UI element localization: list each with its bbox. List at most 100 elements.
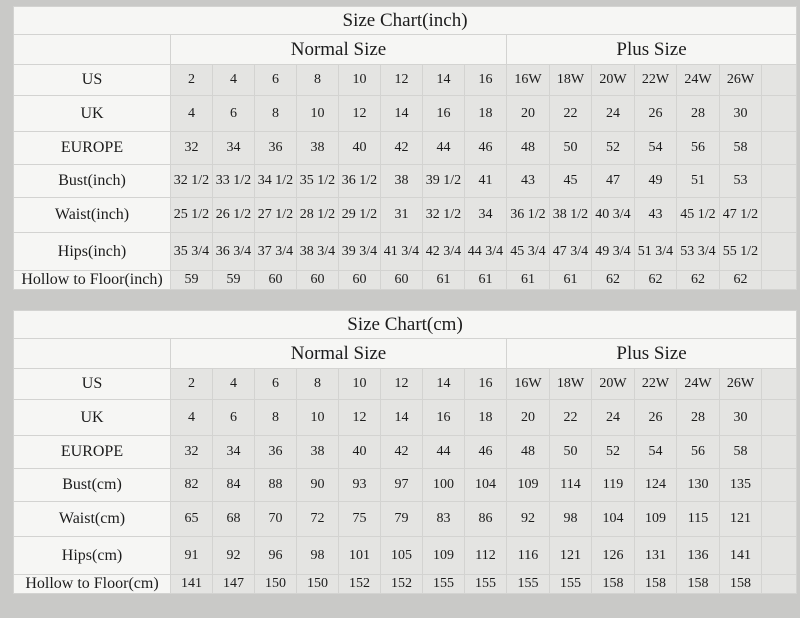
table-row: Waist(cm) 65 68 70 72 75 79 83 86 92 98 104 109 115 12… xyxy=(13,501,798,537)
size-cell: 48 xyxy=(506,131,550,165)
size-cell: 10 xyxy=(296,399,339,436)
size-cell: 36 xyxy=(254,435,297,469)
size-cell: 56 xyxy=(676,435,720,469)
size-cell: 8 xyxy=(254,399,297,436)
size-cell: 44 3/4 xyxy=(464,232,507,271)
size-cell: 93 xyxy=(338,468,381,502)
size-cell: 98 xyxy=(549,501,592,537)
size-cell: 70 xyxy=(254,501,297,537)
empty-cell xyxy=(760,64,798,96)
size-cell: 96 xyxy=(254,536,297,575)
size-cell: 34 xyxy=(212,435,255,469)
size-cell: 50 xyxy=(549,435,592,469)
size-cell: 29 1/2 xyxy=(338,197,381,233)
size-cell: 41 xyxy=(464,164,507,198)
size-cell: 82 xyxy=(170,468,213,502)
table-row: UK 4 6 8 10 12 14 16 18 20 22 24 26 28 30 xyxy=(13,95,798,132)
row-label: Waist(cm) xyxy=(13,501,171,537)
size-cell: 92 xyxy=(506,501,550,537)
row-label: Hips(cm) xyxy=(13,536,171,575)
size-cell: 62 xyxy=(634,270,677,290)
size-cell: 20W xyxy=(591,64,635,96)
size-cell: 35 1/2 xyxy=(296,164,339,198)
size-cell: 16 xyxy=(464,368,507,400)
size-cell: 34 1/2 xyxy=(254,164,297,198)
corner-blank-cell xyxy=(13,34,171,65)
size-cell: 61 xyxy=(549,270,592,290)
size-cell: 25 1/2 xyxy=(170,197,213,233)
size-cell: 18W xyxy=(549,368,592,400)
size-cell: 38 1/2 xyxy=(549,197,592,233)
size-cell: 35 3/4 xyxy=(170,232,213,271)
size-cell: 49 xyxy=(634,164,677,198)
size-cell: 54 xyxy=(634,131,677,165)
size-cell: 101 xyxy=(338,536,381,575)
size-cell: 14 xyxy=(422,368,465,400)
size-cell: 33 1/2 xyxy=(212,164,255,198)
size-cell: 72 xyxy=(296,501,339,537)
empty-cell xyxy=(760,435,798,469)
size-cell: 32 xyxy=(170,131,213,165)
size-cell: 46 xyxy=(464,435,507,469)
size-cell: 114 xyxy=(549,468,592,502)
size-cell: 26W xyxy=(719,368,762,400)
empty-cell xyxy=(760,399,798,436)
size-cell: 6 xyxy=(212,95,255,132)
size-cell: 155 xyxy=(549,574,592,594)
size-cell: 34 xyxy=(212,131,255,165)
size-cell: 42 3/4 xyxy=(422,232,465,271)
size-cell: 61 xyxy=(464,270,507,290)
size-cell: 40 xyxy=(338,131,381,165)
row-label: Bust(inch) xyxy=(13,164,171,198)
size-cell: 30 xyxy=(719,95,762,132)
size-cell: 34 xyxy=(464,197,507,233)
size-cell: 32 xyxy=(170,435,213,469)
size-cell: 6 xyxy=(254,64,297,96)
empty-cell xyxy=(760,536,798,575)
size-cell: 86 xyxy=(464,501,507,537)
size-cell: 36 3/4 xyxy=(212,232,255,271)
size-cell: 26 xyxy=(634,399,677,436)
size-cell: 4 xyxy=(212,368,255,400)
size-cell: 26 1/2 xyxy=(212,197,255,233)
size-cell: 62 xyxy=(719,270,762,290)
row-label: US xyxy=(13,64,171,96)
group-header-row: Normal Size Plus Size xyxy=(13,338,798,369)
size-cell: 12 xyxy=(380,64,423,96)
table-title: Size Chart(inch) xyxy=(12,6,798,35)
size-cell: 150 xyxy=(296,574,339,594)
size-cell: 54 xyxy=(634,435,677,469)
row-label: EUROPE xyxy=(13,435,171,469)
row-label: EUROPE xyxy=(13,131,171,165)
size-cell: 28 1/2 xyxy=(296,197,339,233)
size-cell: 38 xyxy=(296,435,339,469)
size-cell: 109 xyxy=(422,536,465,575)
size-cell: 22W xyxy=(634,64,677,96)
size-cell: 44 xyxy=(422,131,465,165)
size-cell: 40 3/4 xyxy=(591,197,635,233)
size-cell: 141 xyxy=(170,574,213,594)
size-cell: 10 xyxy=(338,368,381,400)
size-cell: 150 xyxy=(254,574,297,594)
size-cell: 155 xyxy=(464,574,507,594)
size-cell: 4 xyxy=(170,95,213,132)
size-cell: 62 xyxy=(591,270,635,290)
group-header-row: Normal Size Plus Size xyxy=(13,34,798,65)
size-cell: 47 xyxy=(591,164,635,198)
row-label: UK xyxy=(13,95,171,132)
size-cell: 16 xyxy=(464,64,507,96)
size-chart-table-cm: Size Chart(cm) Normal Size Plus Size US 2 4 6 8… xyxy=(12,310,798,594)
size-cell: 2 xyxy=(170,368,213,400)
empty-cell xyxy=(760,197,798,233)
size-cell: 52 xyxy=(591,435,635,469)
size-cell: 136 xyxy=(676,536,720,575)
size-cell: 42 xyxy=(380,435,423,469)
size-cell: 12 xyxy=(338,95,381,132)
size-cell: 131 xyxy=(634,536,677,575)
size-cell: 59 xyxy=(170,270,213,290)
size-cell: 109 xyxy=(506,468,550,502)
table-row: Hips(cm) 91 92 96 98 101 105 109 112 116 121 126 131… xyxy=(13,536,798,575)
size-cell: 147 xyxy=(212,574,255,594)
table-row: Bust(cm) 82 84 88 90 93 97 100 104 109 114 119 124 13… xyxy=(13,468,798,502)
